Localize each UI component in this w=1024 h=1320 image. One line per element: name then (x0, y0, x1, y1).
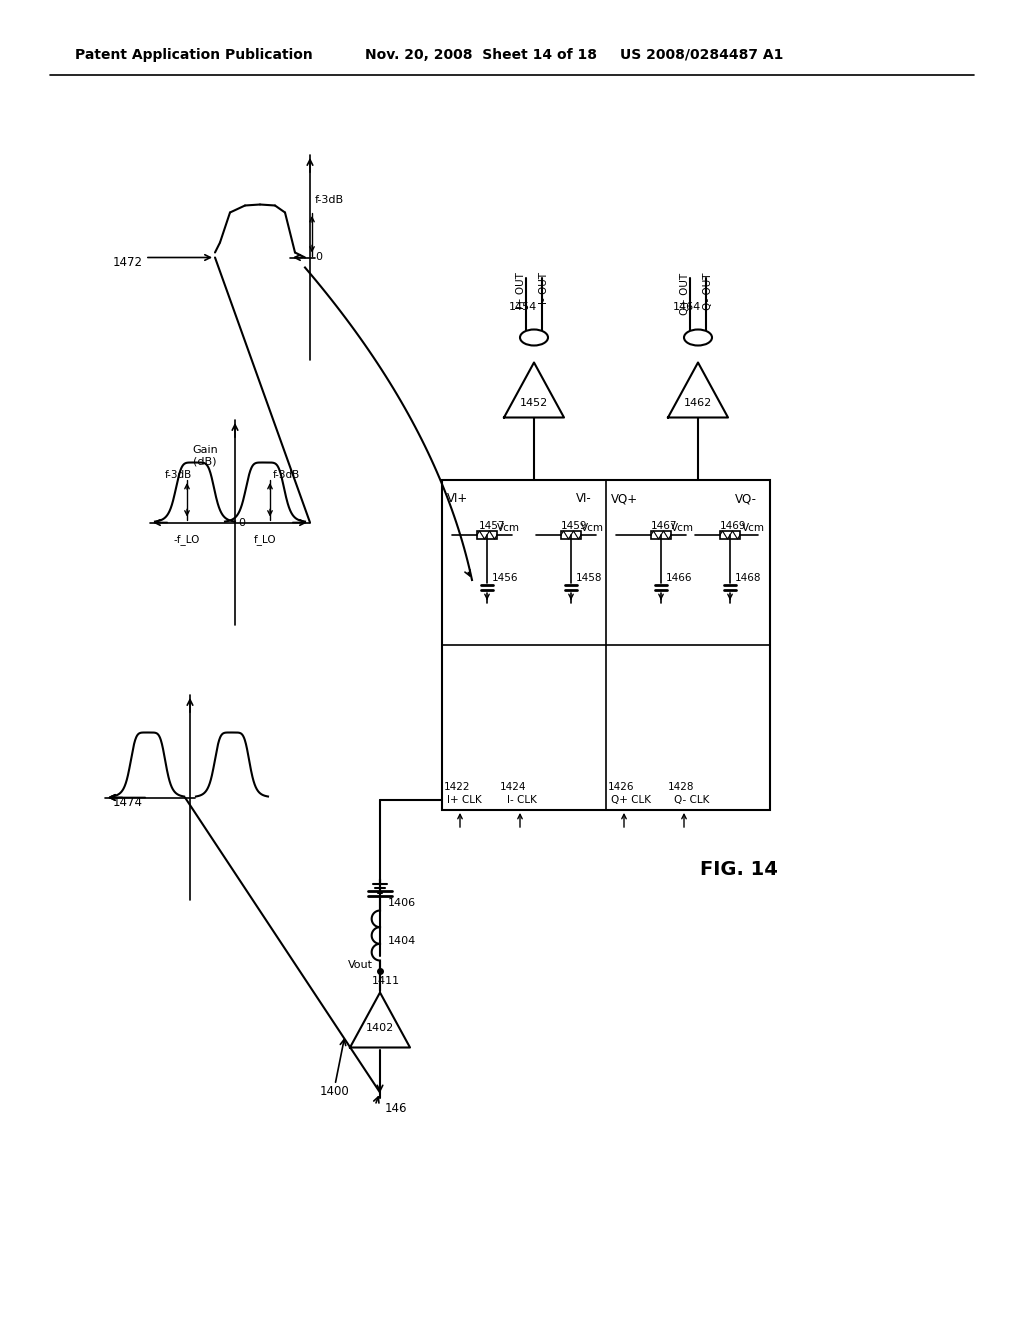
Text: VQ+: VQ+ (611, 492, 638, 506)
Text: Vcm: Vcm (497, 523, 520, 533)
Text: 1424: 1424 (500, 781, 526, 792)
Text: US 2008/0284487 A1: US 2008/0284487 A1 (620, 48, 783, 62)
Text: VQ-: VQ- (735, 492, 757, 506)
Text: I- CLK: I- CLK (507, 795, 537, 805)
Text: Vcm: Vcm (581, 523, 604, 533)
Text: 1459: 1459 (561, 521, 588, 531)
Bar (442, 480, 770, 810)
Text: 0: 0 (238, 517, 245, 528)
Text: Q- OUT: Q- OUT (703, 272, 713, 310)
Text: 1469: 1469 (720, 521, 746, 531)
Text: f_LO: f_LO (254, 535, 276, 545)
Text: Vcm: Vcm (742, 523, 765, 533)
Text: f-3dB: f-3dB (315, 195, 344, 205)
Text: f-3dB: f-3dB (273, 470, 300, 480)
Ellipse shape (684, 330, 712, 346)
Text: I+ OUT: I+ OUT (516, 272, 526, 309)
Text: VI+: VI+ (447, 492, 468, 506)
Text: 1402: 1402 (366, 1023, 394, 1034)
Text: Q+ CLK: Q+ CLK (611, 795, 651, 805)
Text: 1457: 1457 (479, 521, 506, 531)
Text: Q+ OUT: Q+ OUT (680, 272, 690, 314)
Text: Q- CLK: Q- CLK (674, 795, 710, 805)
Text: 1462: 1462 (684, 399, 712, 408)
Text: f-3dB: f-3dB (165, 470, 193, 480)
Text: Patent Application Publication: Patent Application Publication (75, 48, 312, 62)
Text: 1400: 1400 (319, 1085, 350, 1098)
Text: 1411: 1411 (372, 975, 400, 986)
Bar (651, 531, 671, 539)
Text: I+ CLK: I+ CLK (447, 795, 481, 805)
Text: 1456: 1456 (492, 573, 518, 583)
Text: 1422: 1422 (444, 781, 470, 792)
Text: Vcm: Vcm (671, 523, 694, 533)
Text: Nov. 20, 2008  Sheet 14 of 18: Nov. 20, 2008 Sheet 14 of 18 (365, 48, 597, 62)
Text: 1467: 1467 (651, 521, 678, 531)
Bar (720, 531, 740, 539)
Text: Vout: Vout (348, 961, 373, 970)
Text: I- OUT: I- OUT (539, 272, 549, 305)
Text: 1458: 1458 (575, 573, 602, 583)
Text: 1472: 1472 (113, 256, 143, 269)
Text: 1454: 1454 (509, 302, 538, 313)
Bar (477, 531, 497, 539)
Text: (dB): (dB) (194, 457, 217, 467)
Text: 0: 0 (315, 252, 322, 263)
Text: 146: 146 (385, 1102, 408, 1115)
Text: 1468: 1468 (735, 573, 762, 583)
Text: 1404: 1404 (388, 936, 416, 945)
Text: FIG. 14: FIG. 14 (700, 861, 778, 879)
Text: 1466: 1466 (666, 573, 692, 583)
Text: -f_LO: -f_LO (174, 535, 200, 545)
Text: 1452: 1452 (520, 399, 548, 408)
Text: 1464: 1464 (673, 302, 701, 313)
Text: 1428: 1428 (668, 781, 694, 792)
Text: 1426: 1426 (608, 781, 635, 792)
Text: VI-: VI- (575, 492, 592, 506)
Ellipse shape (520, 330, 548, 346)
Text: 1406: 1406 (388, 899, 416, 908)
Bar (561, 531, 581, 539)
Text: 1474: 1474 (113, 796, 143, 809)
Text: Gain: Gain (193, 445, 218, 455)
